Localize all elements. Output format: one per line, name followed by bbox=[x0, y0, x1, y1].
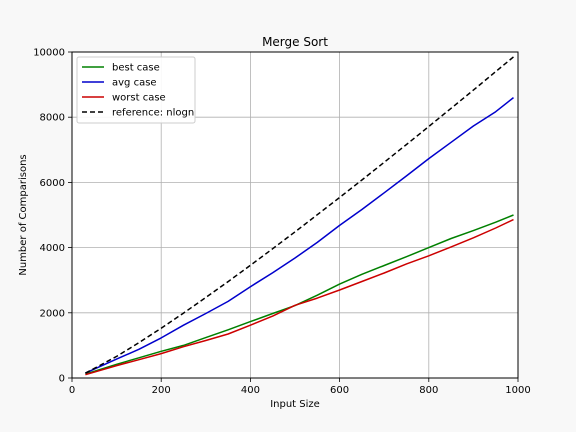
series-lines bbox=[85, 56, 514, 376]
legend: best case avg case worst case reference: nl… bbox=[76, 56, 196, 124]
legend-label-2: worst case bbox=[112, 93, 166, 104]
x-tick-label: 1000 bbox=[505, 385, 530, 396]
series-line-1 bbox=[85, 97, 514, 374]
legend-label-1: avg case bbox=[112, 78, 157, 89]
legend-label-0: best case bbox=[112, 63, 160, 74]
x-tick-label: 200 bbox=[152, 385, 171, 396]
y-tick-label: 10000 bbox=[33, 48, 65, 59]
x-tick-label: 600 bbox=[330, 385, 349, 396]
y-tick-label: 4000 bbox=[40, 243, 65, 254]
series-line-3 bbox=[85, 56, 514, 374]
x-tick-label: 0 bbox=[69, 385, 75, 396]
x-tick-label: 800 bbox=[419, 385, 438, 396]
x-axis-label: Input Size bbox=[270, 399, 320, 410]
legend-box bbox=[76, 56, 196, 124]
y-tick-label: 8000 bbox=[40, 113, 65, 124]
series-line-0 bbox=[85, 214, 514, 375]
chart-title: Merge Sort bbox=[262, 35, 328, 49]
legend-label-3: reference: nlogn bbox=[112, 108, 194, 119]
series-line-2 bbox=[85, 218, 514, 376]
y-tick-label: 2000 bbox=[40, 308, 65, 319]
y-tick-label: 6000 bbox=[40, 178, 65, 189]
x-tick-label: 400 bbox=[241, 385, 260, 396]
y-tick-label: 0 bbox=[59, 374, 65, 385]
axes-frame bbox=[71, 51, 519, 379]
y-axis-label: Number of Comparisons bbox=[18, 154, 29, 275]
